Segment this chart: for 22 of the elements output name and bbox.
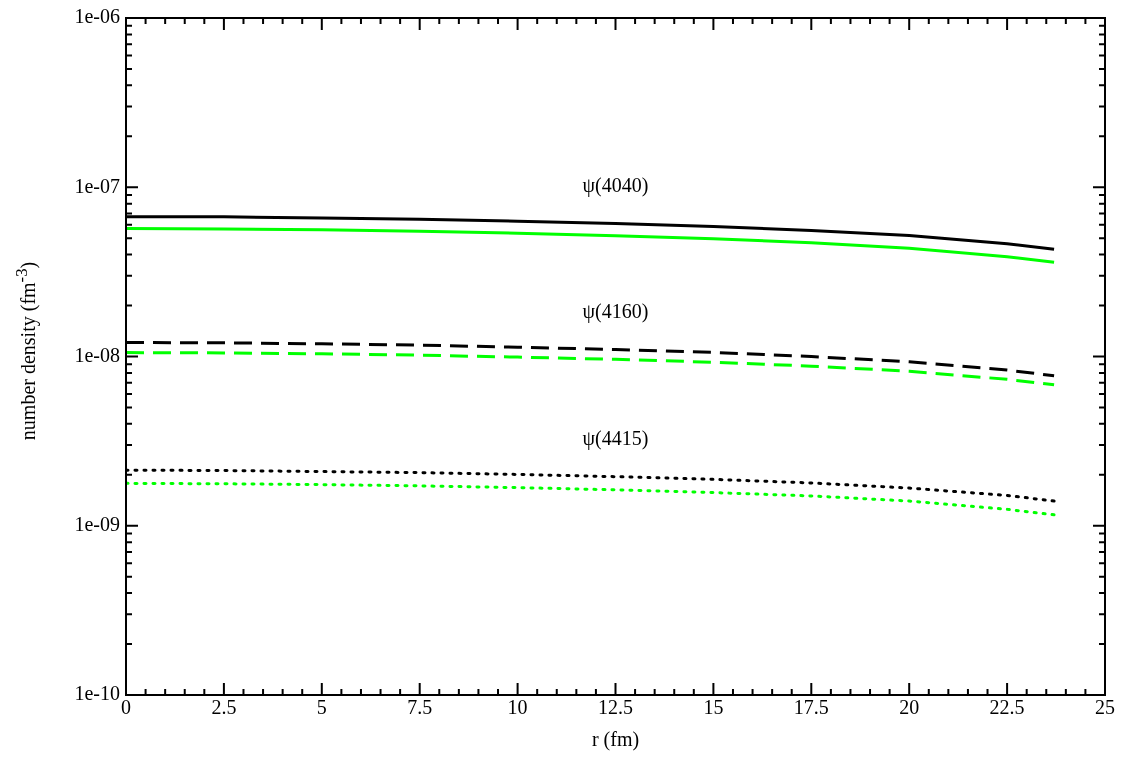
y-tick-label: 1e-07 bbox=[74, 174, 120, 197]
x-tick-label: 25 bbox=[1095, 696, 1115, 719]
x-tick-label: 2.5 bbox=[211, 696, 237, 719]
line-series bbox=[126, 351, 1056, 387]
y-tick-label: 1e-08 bbox=[74, 343, 120, 366]
y-tick-label: 1e-09 bbox=[74, 513, 120, 535]
annotation: ψ(4160) bbox=[582, 299, 649, 323]
x-tick-label: 15 bbox=[703, 696, 724, 719]
y-tick-label: 1e-10 bbox=[74, 682, 120, 705]
line-series bbox=[126, 481, 1056, 517]
annotation: ψ(4040) bbox=[582, 173, 649, 197]
x-tick-label: 0 bbox=[121, 696, 131, 719]
x-tick-label: 22.5 bbox=[989, 696, 1025, 719]
x-tick-label: 17.5 bbox=[793, 696, 829, 719]
x-tick-label: 12.5 bbox=[598, 696, 633, 719]
x-tick-label: 10 bbox=[507, 696, 528, 719]
y-tick-label: 1e-06 bbox=[74, 5, 120, 28]
x-tick-label: 5 bbox=[316, 696, 327, 719]
annotation: ψ(4415) bbox=[582, 426, 649, 450]
x-tick-label: 20 bbox=[899, 696, 920, 719]
x-axis-title: r (fm) bbox=[591, 728, 640, 752]
x-tick-label: 7.5 bbox=[407, 696, 433, 719]
